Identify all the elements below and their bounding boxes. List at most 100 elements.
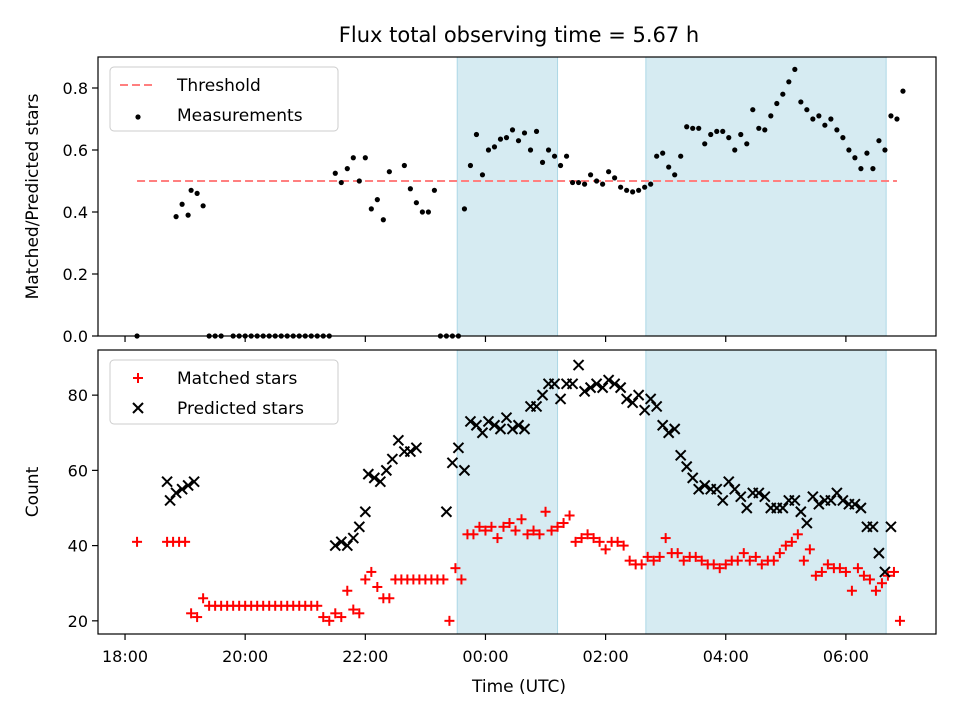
matched-point: [804, 544, 815, 555]
matched-point: [576, 533, 587, 544]
predicted-point: [494, 423, 507, 435]
predicted-point: [446, 457, 459, 469]
predicted-point: [380, 464, 393, 477]
measurement-point: [648, 181, 654, 187]
matched-point: [366, 566, 377, 577]
predicted-point-b: [590, 378, 603, 390]
matched-point: [342, 585, 353, 596]
measurement-point: [780, 91, 786, 97]
matched-point: [594, 536, 605, 547]
matched-point: [642, 551, 653, 562]
matched-point: [534, 529, 545, 540]
matched-point: [876, 578, 887, 589]
measurement-point: [894, 116, 900, 122]
matched-point: [546, 525, 557, 536]
x-tick-label: 00:00: [462, 647, 508, 666]
predicted-point: [374, 475, 387, 488]
predicted-point-b: [380, 464, 393, 477]
predicted-point-b: [374, 475, 387, 488]
matched-point: [894, 615, 905, 626]
measurement-point: [179, 201, 185, 207]
predicted-point-b: [536, 389, 549, 401]
matched-point: [756, 559, 767, 570]
predicted-point: [855, 502, 867, 514]
matched-point: [558, 518, 569, 529]
predicted-point: [795, 506, 807, 518]
predicted-point: [807, 490, 819, 503]
predicted-point-b: [482, 415, 495, 428]
predicted-point: [602, 374, 615, 386]
measurement-point: [762, 127, 768, 133]
measurement-point: [515, 138, 522, 144]
measurement-point: [816, 113, 822, 119]
predicted-point-b: [680, 460, 693, 473]
measurement-point: [509, 127, 516, 133]
matched-point: [564, 510, 575, 521]
predicted-point-b: [446, 457, 459, 469]
measurement-point: [828, 116, 834, 122]
y-tick-label: 0.2: [63, 265, 88, 284]
predicted-point-b: [530, 400, 543, 413]
matched-point: [846, 585, 857, 596]
predicted-point: [347, 532, 360, 544]
predicted-point: [741, 502, 753, 514]
measurement-point: [810, 116, 816, 122]
predicted-point: [650, 400, 663, 413]
matched-point: [324, 615, 335, 626]
measurement-point: [858, 166, 864, 172]
predicted-point-b: [470, 419, 483, 431]
matched-point: [570, 536, 581, 547]
measurement-point: [194, 190, 200, 196]
predicted-point: [182, 479, 194, 492]
predicted-point: [729, 483, 741, 495]
y-tick-label: 0.8: [63, 79, 88, 98]
predicted-point-b: [789, 494, 801, 507]
predicted-point: [353, 521, 366, 533]
matched-point: [672, 548, 683, 559]
predicted-point-b: [488, 419, 501, 431]
measurement-point: [188, 187, 194, 193]
measurement-point: [593, 178, 600, 184]
predicted-point: [620, 393, 633, 405]
predicted-point-b: [554, 393, 567, 405]
predicted-point: [536, 389, 549, 401]
predicted-point: [885, 521, 897, 533]
measurement-point: [600, 181, 606, 187]
predicted-point: [662, 427, 675, 439]
matched-point: [852, 563, 863, 574]
predicted-point-b: [368, 472, 381, 484]
predicted-point-b: [362, 468, 375, 480]
measurement-point: [606, 169, 612, 175]
predicted-point: [506, 423, 519, 435]
predicted-point: [777, 502, 789, 514]
predicted-point: [873, 547, 885, 559]
predicted-point: [668, 423, 681, 435]
predicted-point: [359, 506, 372, 518]
measurement-point: [521, 130, 528, 136]
predicted-point-b: [849, 498, 861, 510]
matched-point: [822, 559, 833, 570]
matched-point: [438, 574, 449, 585]
matched-point: [810, 570, 821, 581]
observing-span-2: [645, 349, 887, 635]
predicted-point-b: [572, 359, 585, 371]
matched-point: [516, 514, 527, 525]
predicted-point: [608, 378, 621, 390]
measurement-point: [660, 150, 666, 156]
predicted-point-b: [638, 404, 651, 416]
predicted-point-b: [825, 494, 837, 507]
predicted-point: [476, 427, 489, 439]
predicted-point-b: [548, 378, 561, 390]
measurement-point: [545, 147, 552, 153]
predicted-point-b: [873, 547, 885, 559]
predicted-point: [482, 415, 495, 428]
predicted-point-b: [176, 483, 188, 495]
matched-point: [330, 608, 341, 619]
matched-point: [318, 612, 329, 623]
measurement-point: [461, 206, 468, 212]
x-tick-label: 04:00: [703, 647, 749, 666]
predicted-point-b: [741, 502, 753, 514]
predicted-point: [626, 396, 639, 409]
matched-point: [816, 566, 827, 577]
